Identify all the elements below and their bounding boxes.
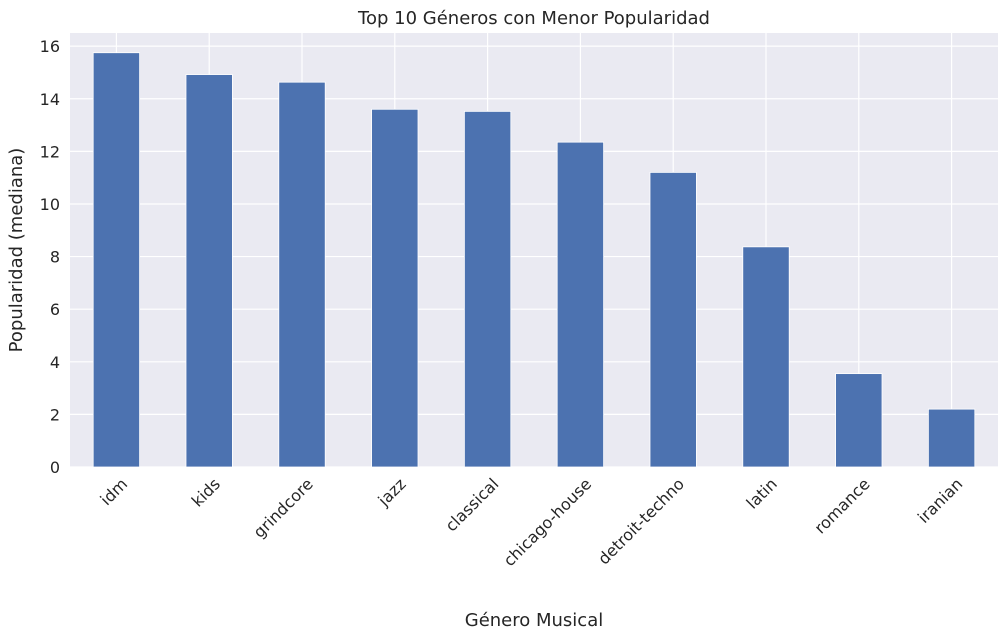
x-tick-label: idm: [96, 474, 131, 509]
y-tick-label: 6: [50, 300, 60, 319]
y-tick-label: 8: [50, 248, 60, 267]
bar-kids: [185, 74, 233, 468]
bar-grindcore: [278, 81, 326, 468]
y-tick-label: 10: [40, 195, 60, 214]
bar-idm: [92, 52, 140, 468]
bar-latin: [742, 246, 790, 468]
x-tick-label: kids: [188, 474, 224, 510]
x-tick-label: latin: [743, 474, 781, 512]
bar-iranian: [928, 408, 976, 468]
y-axis-ticks: 0 2 4 6 8 10 12 14 16: [40, 37, 60, 477]
y-tick-label: 16: [40, 37, 60, 56]
bar-jazz: [371, 108, 419, 468]
y-tick-label: 14: [40, 90, 60, 109]
x-tick-label: chicago-house: [500, 474, 596, 570]
x-tick-label: classical: [441, 474, 502, 535]
y-tick-label: 4: [50, 353, 60, 372]
bar-chicago-house: [556, 141, 605, 468]
x-axis-title: Género Musical: [465, 610, 604, 631]
bar-detroit-techno: [649, 172, 697, 468]
y-tick-label: 12: [40, 142, 60, 161]
x-axis-ticks: idm kids grindcore jazz classicalchicago-hou…: [96, 474, 966, 570]
bar-romance: [835, 373, 883, 468]
y-tick-label: 0: [50, 458, 60, 477]
x-tick-label: romance: [811, 474, 874, 537]
y-axis-title: Popularidad (mediana): [6, 148, 27, 353]
bars: [92, 52, 976, 468]
chart-title: Top 10 Géneros con Menor Popularidad: [357, 8, 710, 29]
x-tick-label: grindcore: [250, 474, 317, 541]
bar-classical: [463, 110, 512, 468]
x-tick-label: detroit-techno: [594, 474, 688, 568]
y-tick-label: 2: [50, 405, 60, 424]
x-tick-label: jazz: [374, 474, 410, 510]
x-tick-label: iranian: [914, 474, 967, 527]
